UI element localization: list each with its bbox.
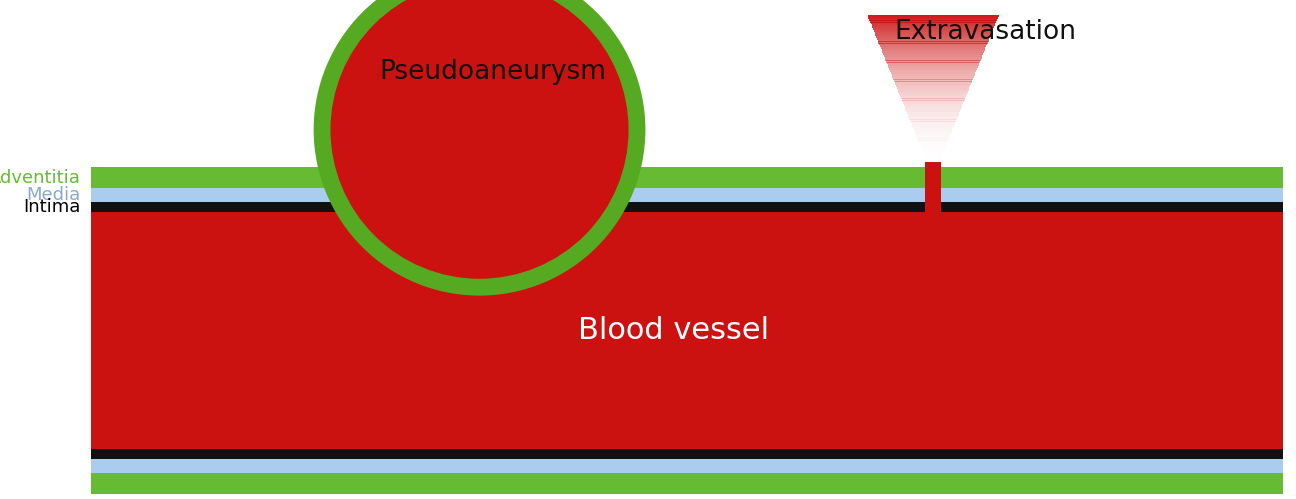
Bar <box>911 121 955 123</box>
Bar <box>918 138 949 141</box>
Text: Intima: Intima <box>23 198 80 216</box>
Bar <box>883 51 984 53</box>
Bar <box>872 26 994 28</box>
Bar <box>870 18 997 20</box>
Bar <box>914 129 953 131</box>
Bar <box>907 114 959 116</box>
Bar <box>894 79 972 81</box>
Bar <box>875 32 991 34</box>
Ellipse shape <box>330 0 629 279</box>
Bar <box>870 20 997 22</box>
Bar <box>886 62 980 64</box>
Bar <box>885 58 981 61</box>
Bar <box>871 24 995 26</box>
Bar <box>910 119 956 122</box>
Bar <box>907 112 959 114</box>
Bar <box>915 131 951 133</box>
Bar <box>890 72 976 74</box>
Bar <box>921 148 945 150</box>
Bar <box>91 212 1283 449</box>
Bar <box>467 188 492 269</box>
Bar <box>894 81 972 83</box>
Bar <box>888 64 978 66</box>
Bar <box>920 146 946 148</box>
Bar <box>892 76 975 78</box>
Bar <box>885 56 981 59</box>
Bar <box>924 156 942 158</box>
Bar <box>915 133 951 135</box>
Bar <box>903 104 963 106</box>
Bar <box>902 100 964 102</box>
Bar <box>91 202 1283 212</box>
Bar <box>920 144 946 146</box>
Bar <box>928 165 938 167</box>
Bar <box>889 68 977 70</box>
Text: Media: Media <box>26 186 80 204</box>
Bar <box>897 87 969 89</box>
Bar <box>91 449 1283 459</box>
Ellipse shape <box>314 0 645 295</box>
Bar <box>898 91 968 93</box>
Bar <box>91 459 1283 473</box>
Bar <box>912 125 954 127</box>
Bar <box>886 60 980 62</box>
Bar <box>901 97 966 99</box>
Bar <box>905 106 962 108</box>
Bar <box>884 55 982 57</box>
Bar <box>923 150 943 152</box>
Bar <box>91 473 1283 494</box>
Bar <box>883 53 984 55</box>
Bar <box>871 22 995 24</box>
Bar <box>903 102 963 104</box>
Bar <box>868 16 998 19</box>
Bar <box>893 77 973 80</box>
Bar <box>896 85 971 87</box>
Bar <box>875 34 991 36</box>
Text: Adventitia: Adventitia <box>0 169 80 187</box>
Bar <box>881 49 985 51</box>
Bar <box>877 39 989 41</box>
Bar <box>879 43 988 45</box>
Bar <box>919 142 947 144</box>
Bar <box>908 116 958 118</box>
Bar <box>874 30 993 32</box>
Bar <box>890 70 976 72</box>
Bar <box>911 123 955 125</box>
Bar <box>924 154 942 156</box>
Bar <box>927 161 940 163</box>
Bar <box>899 95 967 97</box>
Bar <box>918 137 949 139</box>
Text: Blood vessel: Blood vessel <box>578 316 770 345</box>
Bar <box>927 159 940 162</box>
Bar <box>889 66 977 68</box>
Bar <box>896 83 971 85</box>
Bar <box>91 188 1283 202</box>
Bar <box>868 15 998 17</box>
Bar <box>919 140 947 142</box>
Bar <box>892 74 975 76</box>
Bar <box>880 45 986 47</box>
Bar <box>876 36 990 38</box>
Bar <box>910 117 956 120</box>
Bar <box>898 89 968 91</box>
Bar <box>879 41 988 43</box>
Bar <box>923 152 943 154</box>
Bar <box>902 98 964 101</box>
Bar <box>916 135 950 137</box>
Bar <box>925 162 941 215</box>
Text: Pseudoaneurysm: Pseudoaneurysm <box>378 59 607 85</box>
Bar <box>914 127 953 129</box>
Bar <box>925 158 941 160</box>
Bar <box>899 93 967 95</box>
Bar <box>877 37 989 40</box>
Bar <box>456 188 503 274</box>
Bar <box>906 110 960 112</box>
Bar <box>928 163 938 165</box>
Bar <box>881 47 985 49</box>
Bar <box>874 28 993 30</box>
Bar <box>906 108 960 110</box>
Bar <box>91 167 1283 188</box>
Text: Extravasation: Extravasation <box>894 19 1076 45</box>
